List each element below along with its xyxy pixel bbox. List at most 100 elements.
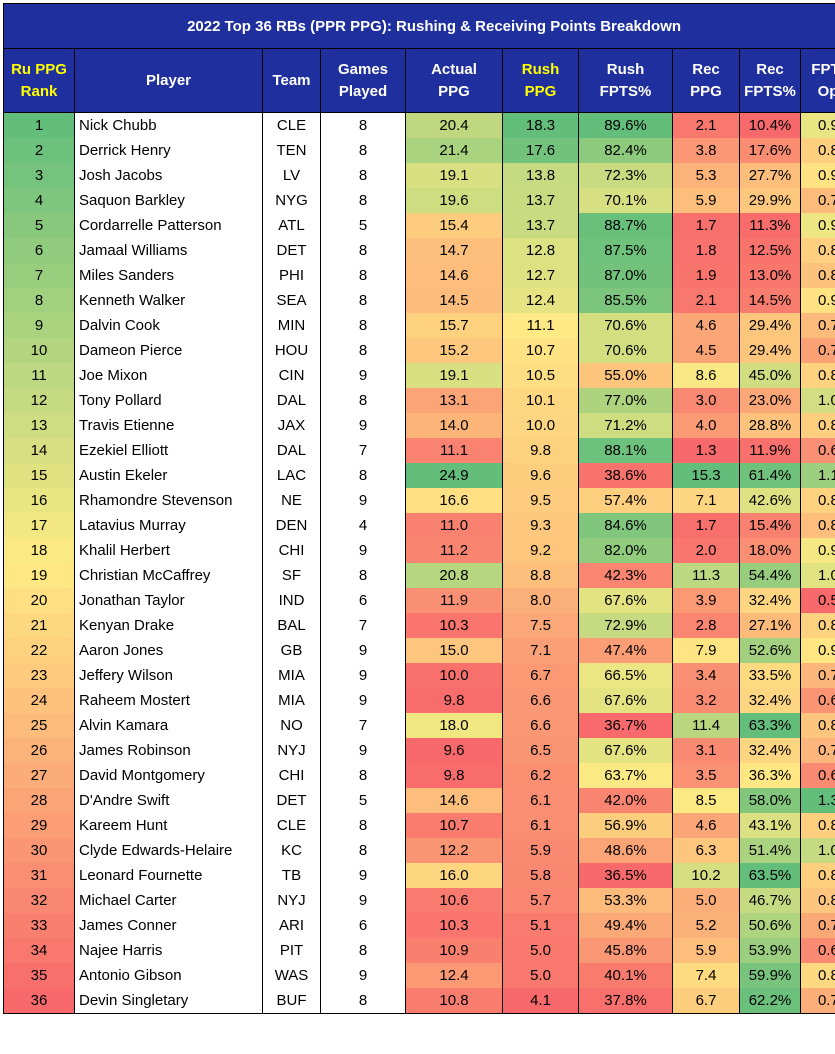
cell-team: SEA bbox=[262, 288, 321, 313]
cell-rank: 36 bbox=[3, 988, 75, 1014]
cell-rush_ppg: 8.0 bbox=[502, 588, 579, 613]
cell-fpts_opp: 0.91 bbox=[799, 163, 835, 188]
cell-rec_fpts_pct: 10.4% bbox=[739, 112, 801, 138]
cell-team: CIN bbox=[262, 363, 321, 388]
cell-actual_ppg: 14.7 bbox=[405, 238, 503, 263]
cell-rec_ppg: 11.4 bbox=[672, 713, 740, 738]
cell-games: 8 bbox=[320, 388, 406, 413]
cell-games: 4 bbox=[320, 513, 406, 538]
column-header-text: PPG bbox=[690, 82, 722, 100]
cell-rec_ppg: 3.2 bbox=[672, 688, 740, 713]
table-row: 23 Jeffery Wilson MIA 9 10.0 6.7 66.5% 3.4 33.5%… bbox=[3, 663, 835, 688]
cell-rec_ppg: 5.9 bbox=[672, 938, 740, 963]
cell-team: TB bbox=[262, 863, 321, 888]
table-row: 6 Jamaal Williams DET 8 14.7 12.8 87.5% 1.8 12.5… bbox=[3, 238, 835, 263]
cell-rank: 35 bbox=[3, 963, 75, 988]
cell-actual_ppg: 19.6 bbox=[405, 188, 503, 213]
cell-rush_ppg: 6.5 bbox=[502, 738, 579, 763]
cell-rec_ppg: 4.5 bbox=[672, 338, 740, 363]
column-header-text: Games bbox=[337, 60, 389, 78]
cell-rush_fpts_pct: 48.6% bbox=[578, 838, 673, 863]
cell-rush_ppg: 10.7 bbox=[502, 338, 579, 363]
cell-rush_fpts_pct: 36.7% bbox=[578, 713, 673, 738]
cell-player: Aaron Jones bbox=[74, 638, 263, 663]
cell-rec_fpts_pct: 18.0% bbox=[739, 538, 801, 563]
cell-rush_ppg: 5.1 bbox=[502, 913, 579, 938]
column-header-row: Ru PPG Rank Player Team Games Played Actual PPG… bbox=[3, 48, 835, 113]
table-title: 2022 Top 36 RBs (PPR PPG): Rushing & Rec… bbox=[2, 3, 835, 49]
cell-fpts_opp: 0.85 bbox=[799, 813, 835, 838]
table-row: 21 Kenyan Drake BAL 7 10.3 7.5 72.9% 2.8 27.1% 0.… bbox=[3, 613, 835, 638]
cell-rank: 1 bbox=[3, 112, 75, 138]
table-row: 17 Latavius Murray DEN 4 11.0 9.3 84.6% 1.7 15.4… bbox=[3, 513, 835, 538]
table-row: 10 Dameon Pierce HOU 8 15.2 10.7 70.6% 4.5 29.4%… bbox=[3, 338, 835, 363]
table-row: 8 Kenneth Walker SEA 8 14.5 12.4 85.5% 2.1 14.5%… bbox=[3, 288, 835, 313]
cell-rec_ppg: 3.1 bbox=[672, 738, 740, 763]
cell-actual_ppg: 10.8 bbox=[405, 988, 503, 1014]
cell-rec_ppg: 10.2 bbox=[672, 863, 740, 888]
cell-fpts_opp: 1.33 bbox=[799, 788, 835, 813]
cell-actual_ppg: 12.2 bbox=[405, 838, 503, 863]
cell-fpts_opp: 0.85 bbox=[799, 238, 835, 263]
cell-fpts_opp: 0.54 bbox=[799, 588, 835, 613]
cell-rec_fpts_pct: 29.9% bbox=[739, 188, 801, 213]
cell-rank: 13 bbox=[3, 413, 75, 438]
cell-player: Leonard Fournette bbox=[74, 863, 263, 888]
cell-games: 5 bbox=[320, 788, 406, 813]
cell-rush_fpts_pct: 38.6% bbox=[578, 463, 673, 488]
cell-rush_fpts_pct: 72.9% bbox=[578, 613, 673, 638]
cell-fpts_opp: 0.96 bbox=[799, 538, 835, 563]
cell-rush_ppg: 6.1 bbox=[502, 813, 579, 838]
cell-games: 8 bbox=[320, 112, 406, 138]
cell-fpts_opp: 0.81 bbox=[799, 263, 835, 288]
cell-fpts_opp: 0.86 bbox=[799, 488, 835, 513]
column-header-text: Rec bbox=[692, 60, 720, 78]
cell-team: MIA bbox=[262, 663, 321, 688]
cell-actual_ppg: 15.0 bbox=[405, 638, 503, 663]
cell-team: IND bbox=[262, 588, 321, 613]
cell-team: CHI bbox=[262, 763, 321, 788]
cell-rush_fpts_pct: 40.1% bbox=[578, 963, 673, 988]
cell-rush_fpts_pct: 45.8% bbox=[578, 938, 673, 963]
cell-rec_ppg: 8.6 bbox=[672, 363, 740, 388]
cell-rec_ppg: 3.0 bbox=[672, 388, 740, 413]
cell-rush_fpts_pct: 70.6% bbox=[578, 338, 673, 363]
cell-actual_ppg: 12.4 bbox=[405, 963, 503, 988]
cell-player: Austin Ekeler bbox=[74, 463, 263, 488]
table-row: 19 Christian McCaffrey SF 8 20.8 8.8 42.3% 11.3… bbox=[3, 563, 835, 588]
cell-player: Clyde Edwards-Helaire bbox=[74, 838, 263, 863]
cell-fpts_opp: 0.73 bbox=[799, 913, 835, 938]
cell-fpts_opp: 0.86 bbox=[799, 363, 835, 388]
cell-fpts_opp: 0.79 bbox=[799, 188, 835, 213]
cell-rec_fpts_pct: 53.9% bbox=[739, 938, 801, 963]
cell-team: DAL bbox=[262, 438, 321, 463]
table-row: 32 Michael Carter NYJ 9 10.6 5.7 53.3% 5.0 46.7%… bbox=[3, 888, 835, 913]
cell-rec_ppg: 3.9 bbox=[672, 588, 740, 613]
cell-rush_ppg: 6.6 bbox=[502, 713, 579, 738]
cell-games: 9 bbox=[320, 413, 406, 438]
cell-rush_fpts_pct: 71.2% bbox=[578, 413, 673, 438]
column-header-rank: Ru PPG Rank bbox=[3, 48, 75, 113]
cell-rec_ppg: 6.7 bbox=[672, 988, 740, 1014]
cell-rec_ppg: 2.1 bbox=[672, 112, 740, 138]
column-header-games: Games Played bbox=[320, 48, 406, 113]
cell-rush_ppg: 12.8 bbox=[502, 238, 579, 263]
cell-player: Tony Pollard bbox=[74, 388, 263, 413]
cell-rank: 26 bbox=[3, 738, 75, 763]
cell-rank: 7 bbox=[3, 263, 75, 288]
column-header-text: Actual bbox=[431, 60, 477, 78]
cell-rec_fpts_pct: 43.1% bbox=[739, 813, 801, 838]
table-row: 30 Clyde Edwards-Helaire KC 8 12.2 5.9 48.6% 6.… bbox=[3, 838, 835, 863]
cell-rush_ppg: 6.1 bbox=[502, 788, 579, 813]
cell-rec_fpts_pct: 17.6% bbox=[739, 138, 801, 163]
cell-rec_fpts_pct: 11.3% bbox=[739, 213, 801, 238]
table-row: 14 Ezekiel Elliott DAL 7 11.1 9.8 88.1% 1.3 11.9… bbox=[3, 438, 835, 463]
cell-rank: 2 bbox=[3, 138, 75, 163]
cell-player: James Robinson bbox=[74, 738, 263, 763]
cell-rush_fpts_pct: 47.4% bbox=[578, 638, 673, 663]
cell-rank: 24 bbox=[3, 688, 75, 713]
cell-team: MIN bbox=[262, 313, 321, 338]
cell-actual_ppg: 9.8 bbox=[405, 763, 503, 788]
cell-player: Miles Sanders bbox=[74, 263, 263, 288]
